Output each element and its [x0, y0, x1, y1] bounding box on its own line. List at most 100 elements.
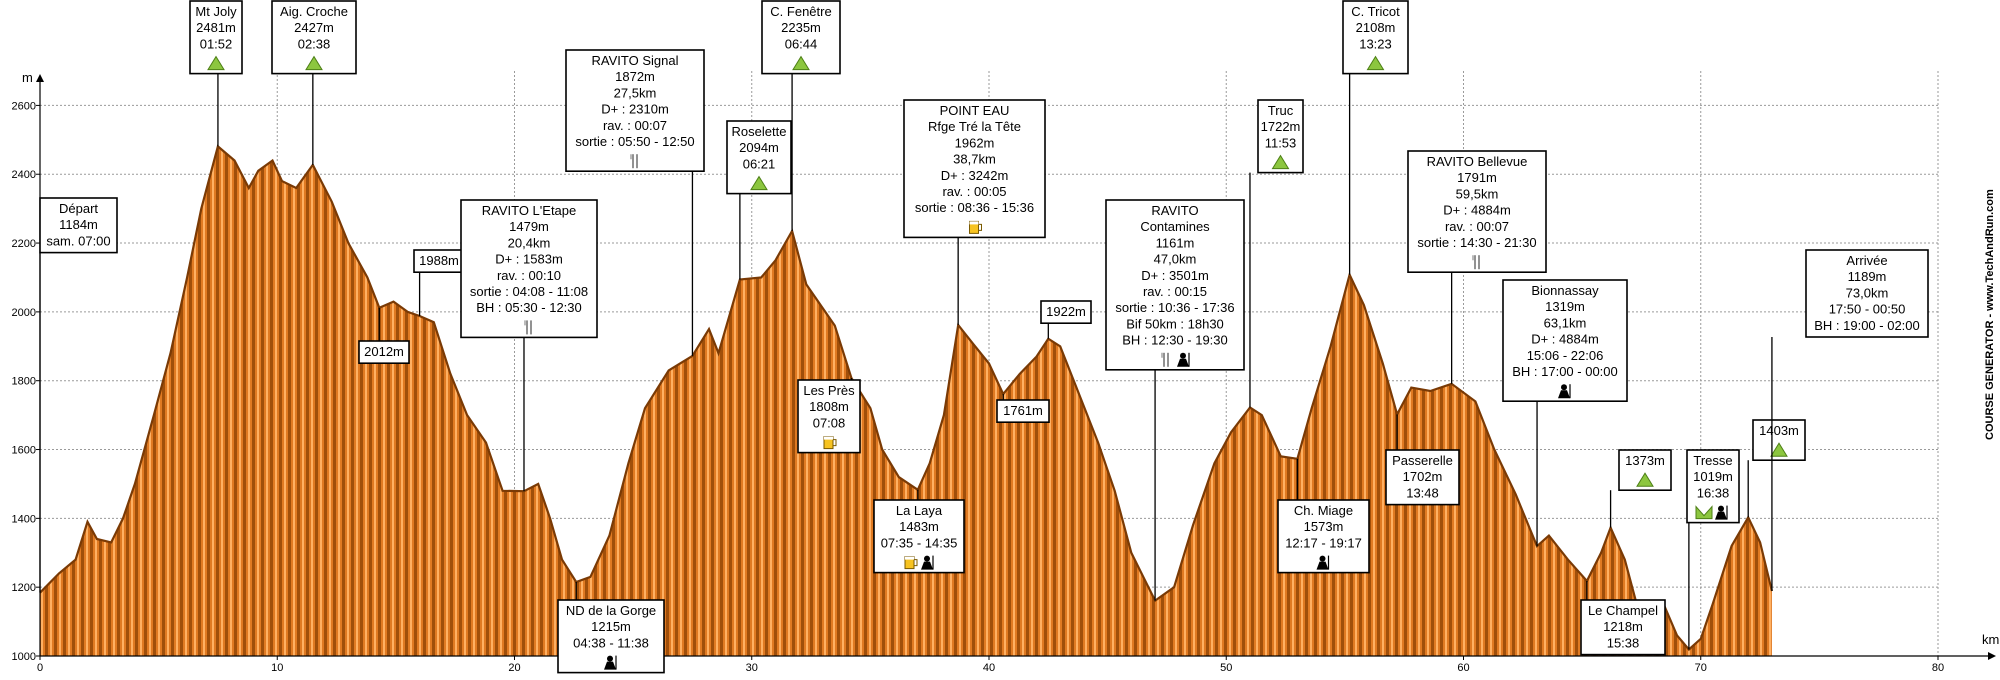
y-tick-label: 1200 — [12, 582, 36, 594]
waypoint-label: 1791m — [1457, 170, 1497, 185]
waypoint-marker: 1403m — [1747, 419, 1806, 518]
cutlery-icon — [1472, 255, 1480, 270]
x-axis-arrow-icon — [1988, 652, 1996, 660]
waypoint-label: 02:38 — [298, 36, 331, 51]
waypoint-box — [1040, 300, 1092, 325]
assistance-icon — [1177, 352, 1190, 367]
y-tick-label: 2600 — [12, 100, 36, 112]
waypoint-label: Tresse — [1693, 453, 1732, 468]
waypoint-label: 2094m — [739, 140, 779, 155]
waypoint-box — [1105, 199, 1245, 371]
waypoint-label: ND de la Gorge — [566, 603, 656, 618]
waypoint-box — [903, 99, 1046, 239]
waypoint-label: sortie : 10:36 - 17:36 — [1115, 300, 1234, 315]
waypoint-label: 1922m — [1046, 304, 1086, 319]
waypoint-label: 2108m — [1356, 20, 1396, 35]
waypoint-label: 63,1km — [1544, 315, 1587, 330]
y-axis-arrow-icon — [36, 74, 44, 82]
waypoint-label: 1962m — [955, 135, 995, 150]
waypoint-label: D+ : 4884m — [1443, 203, 1511, 218]
waypoint-label: Roselette — [732, 124, 787, 139]
waypoint-label: 47,0km — [1154, 252, 1197, 267]
waypoint-label: Mt Joly — [195, 4, 237, 19]
waypoint-label: 2012m — [364, 344, 404, 359]
waypoint-label: 17:50 - 00:50 — [1829, 302, 1906, 317]
waypoint-label: rav. : 00:07 — [603, 118, 667, 133]
waypoint-label: Les Près — [803, 383, 855, 398]
waypoint-label: C. Fenêtre — [770, 4, 831, 19]
x-tick-label: 50 — [1220, 662, 1232, 674]
waypoint-box — [1752, 419, 1806, 462]
waypoint-label: 1218m — [1603, 619, 1643, 634]
waypoint-label: Rfge Tré la Tête — [928, 119, 1021, 134]
waypoint-label: rav. : 00:05 — [942, 184, 1006, 199]
waypoint-label: C. Tricot — [1351, 4, 1400, 19]
y-tick-label: 1600 — [12, 445, 36, 457]
waypoint-label: 20,4km — [508, 235, 551, 250]
x-axis-unit: km — [1982, 632, 1999, 647]
waypoint-label: RAVITO Signal — [592, 53, 679, 68]
waypoint-label: 06:44 — [785, 36, 818, 51]
x-tick-label: 20 — [508, 662, 520, 674]
waypoint-label: 59,5km — [1456, 186, 1499, 201]
waypoint-label: D+ : 1583m — [495, 252, 563, 267]
waypoint-label: 01:52 — [200, 36, 233, 51]
waypoint-label: RAVITO L'Etape — [482, 203, 577, 218]
waypoint-label: 1319m — [1545, 299, 1585, 314]
waypoint-label: 1988m — [419, 253, 459, 268]
drink-icon — [904, 556, 918, 570]
assistance-icon — [921, 555, 934, 570]
summit-icon — [207, 55, 225, 71]
waypoint-label: 1215m — [591, 619, 631, 634]
waypoint-label: D+ : 3242m — [941, 168, 1009, 183]
waypoint-label: 07:35 - 14:35 — [881, 535, 958, 550]
waypoint-marker: 1988m — [413, 249, 465, 317]
summit-icon — [792, 55, 810, 71]
y-tick-label: 2200 — [12, 238, 36, 250]
summit-icon — [1770, 442, 1788, 457]
waypoint-box — [460, 199, 598, 339]
summit-icon — [1366, 55, 1385, 71]
waypoint-label: Départ — [59, 201, 98, 216]
x-tick-label: 80 — [1932, 662, 1944, 674]
waypoint-label: Le Champel — [1588, 603, 1658, 618]
summit-icon — [750, 175, 768, 191]
valley-icon — [1695, 505, 1713, 520]
waypoint-label: D+ : 4884m — [1531, 332, 1599, 347]
waypoint-label: BH : 05:30 - 12:30 — [476, 300, 582, 315]
waypoint-label: rav. : 00:07 — [1445, 219, 1509, 234]
waypoint-box — [996, 399, 1050, 424]
y-tick-label: 1400 — [12, 513, 36, 525]
waypoint-label: 1722m — [1261, 119, 1301, 134]
waypoint-label: Bif 50km : 18h30 — [1126, 316, 1224, 331]
waypoint-label: rav. : 00:10 — [497, 268, 561, 283]
waypoint-label: Passerelle — [1392, 453, 1453, 468]
x-tick-label: 10 — [271, 662, 283, 674]
waypoint-label: Bionnassay — [1531, 283, 1599, 298]
waypoint-box — [873, 499, 965, 574]
waypoint-label: BH : 17:00 - 00:00 — [1512, 364, 1618, 379]
waypoint-label: 15:06 - 22:06 — [1527, 348, 1604, 363]
waypoint-label: 11:53 — [1265, 135, 1297, 150]
waypoint-label: 15:38 — [1607, 635, 1640, 650]
waypoint-label: 2427m — [294, 20, 334, 35]
x-tick-label: 70 — [1695, 662, 1707, 674]
waypoint-label: RAVITO Bellevue — [1427, 154, 1528, 169]
waypoint-label: BH : 12:30 - 19:30 — [1122, 333, 1228, 348]
waypoint-label: D+ : 3501m — [1141, 268, 1209, 283]
waypoint-label: Arrivée — [1846, 253, 1887, 268]
waypoint-label: 13:23 — [1359, 36, 1392, 51]
